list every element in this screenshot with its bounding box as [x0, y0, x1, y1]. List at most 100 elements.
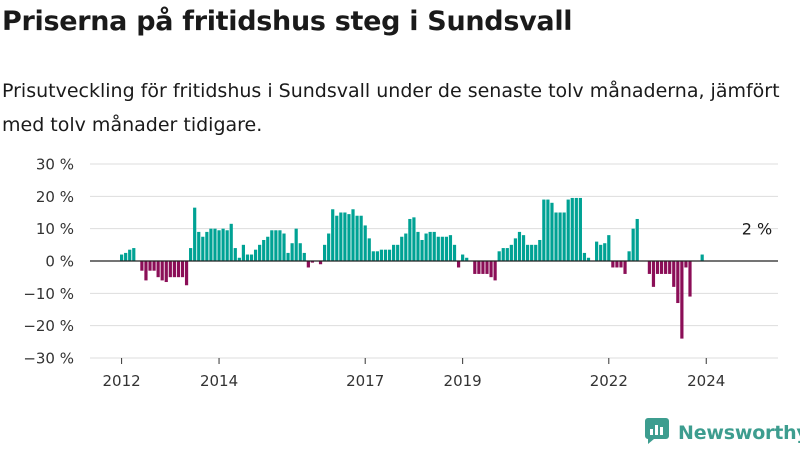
bar [550, 202, 554, 261]
bar [184, 261, 189, 286]
x-tick-label: 2017 [346, 372, 384, 390]
bar [623, 261, 627, 274]
bar [306, 261, 310, 268]
bar [542, 199, 546, 261]
bar [144, 261, 148, 281]
bar [400, 236, 404, 261]
bar [168, 261, 172, 278]
bar [270, 230, 274, 261]
bar [310, 261, 315, 263]
bar [420, 239, 424, 261]
bar [444, 236, 448, 261]
bar [266, 236, 270, 261]
bar [412, 217, 416, 261]
bar [367, 238, 371, 261]
bar [505, 248, 509, 261]
bar [582, 252, 587, 261]
bar [538, 239, 542, 261]
bar [664, 261, 668, 274]
newsworthy-logo[interactable]: Newsworthy [644, 418, 800, 447]
bar [339, 212, 343, 261]
bar [201, 236, 205, 261]
bar [379, 249, 384, 261]
bar [392, 244, 396, 261]
bar [383, 249, 388, 261]
bar [172, 261, 176, 278]
axis-labels: 30 % 20 % 10 % 0 % −10 % −20 % −30 % 2012 2014 20… [23, 156, 772, 391]
bar [233, 248, 237, 261]
bar [302, 252, 306, 261]
bar [387, 249, 392, 261]
bar [404, 233, 408, 261]
bar [193, 207, 197, 261]
bar-chart: 30 % 20 % 10 % 0 % −10 % −20 % −30 % 2012 2014 20… [23, 156, 778, 391]
bar [120, 254, 124, 261]
brand-name: Newsworthy [678, 422, 800, 444]
x-tick-label: 2019 [444, 372, 482, 390]
bar [465, 257, 469, 261]
bar [278, 230, 282, 261]
bar [124, 252, 128, 261]
bar [558, 212, 562, 261]
bar [659, 261, 664, 274]
bar [497, 251, 501, 261]
bar [408, 218, 412, 261]
x-tick-label: 2024 [687, 372, 725, 390]
bar [245, 254, 250, 261]
bar [253, 249, 258, 261]
bar [132, 248, 136, 261]
bars [120, 197, 704, 339]
bar [363, 225, 367, 261]
bar [416, 231, 420, 261]
bar [570, 197, 574, 261]
bar [148, 261, 152, 271]
latest-value-annotation: 2 % [742, 220, 772, 239]
x-tick-label: 2012 [103, 372, 141, 390]
bar [599, 244, 603, 261]
bar [607, 235, 611, 261]
bar [424, 233, 428, 261]
bar [213, 228, 217, 261]
y-tick-label: −30 % [23, 350, 74, 368]
bar [209, 228, 213, 261]
bar [436, 236, 440, 261]
bar [221, 228, 225, 261]
bar [586, 257, 591, 261]
bar [655, 261, 660, 274]
chart-title: Priserna på fritidshus steg i Sundsvall [2, 6, 573, 37]
bar [534, 244, 538, 261]
bar [237, 257, 241, 261]
bar [635, 218, 639, 261]
bar [323, 244, 327, 261]
bar [526, 244, 530, 261]
bar [258, 244, 262, 261]
y-tick-label: 30 % [36, 156, 74, 174]
bar [225, 230, 229, 261]
bar [688, 261, 692, 297]
bar [290, 243, 294, 261]
bar [521, 235, 526, 261]
bar [335, 215, 339, 261]
chart-subtitle: Prisutveckling för fritidshus i Sundsval… [2, 80, 780, 136]
bar [647, 261, 651, 274]
bar [140, 261, 144, 271]
bar [680, 261, 684, 339]
bar [615, 261, 619, 268]
bar [294, 228, 298, 261]
bar [672, 261, 676, 287]
bar [485, 261, 489, 274]
bar [452, 244, 457, 261]
bar [513, 238, 518, 261]
bar [298, 243, 302, 261]
bar [651, 261, 656, 287]
bar [343, 212, 347, 261]
bar [619, 261, 623, 268]
bar [375, 251, 379, 261]
bar [351, 209, 355, 261]
bar [205, 231, 209, 261]
bar [440, 236, 444, 261]
bar [327, 233, 331, 261]
bar [562, 212, 566, 261]
bar [603, 243, 607, 261]
bar [180, 261, 185, 278]
